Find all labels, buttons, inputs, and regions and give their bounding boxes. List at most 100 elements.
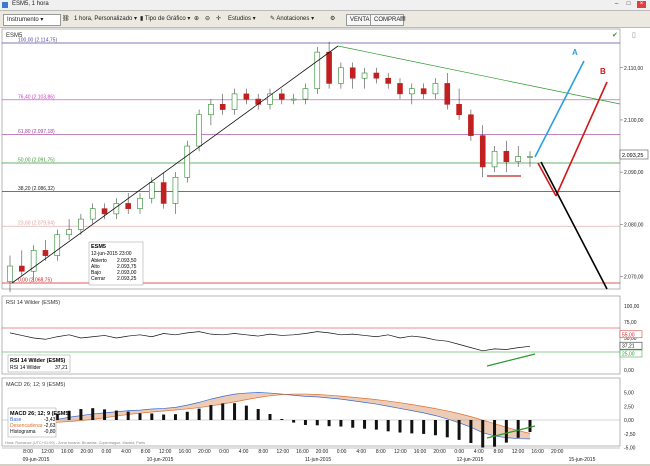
- pencil-icon: ✎: [270, 16, 276, 22]
- rsi-y-tick-label: 50,00: [624, 336, 637, 342]
- macd-histogram-bar: [292, 420, 296, 423]
- rsi-y-tick-label: 75,00: [624, 320, 637, 326]
- x-tick-time: 20:00: [81, 449, 94, 455]
- toolbar-options-icon[interactable]: ▤: [400, 16, 406, 22]
- x-tick-time: 4:00: [121, 449, 131, 455]
- price-tag: [619, 149, 649, 160]
- x-tick-time: 8:00: [141, 449, 151, 455]
- macd-histogram-bar: [351, 420, 355, 428]
- macd-histogram-bar: [233, 403, 237, 420]
- macd-histogram-bar: [469, 420, 473, 443]
- zoom-out-icon[interactable]: ⊖: [205, 16, 211, 22]
- maximize-button[interactable]: □: [626, 1, 631, 7]
- candle-body: [279, 93, 285, 100]
- candle-body: [326, 51, 332, 84]
- macd-histogram-bar: [67, 410, 71, 420]
- scenario-a-line: [534, 60, 585, 158]
- rsi-y-tick-label: 0,00: [624, 368, 634, 374]
- rsi-legend-box: [7, 354, 71, 373]
- crosshair-icon[interactable]: ✛: [216, 16, 222, 22]
- macd-legend-key: Histograma: [10, 429, 36, 435]
- macd-histogram-bar: [150, 413, 154, 420]
- macd-histogram-bar: [162, 414, 166, 420]
- scenario-b-up: [555, 81, 608, 197]
- macd-histogram-bar: [374, 420, 378, 430]
- y-tick-label: 2.100,00: [624, 118, 644, 124]
- instrument-select[interactable]: Instrumento ▾: [3, 14, 61, 26]
- macd-legend-box: [7, 407, 57, 438]
- rsi-panel-frame: [1, 295, 621, 375]
- minimize-button[interactable]: –: [614, 1, 619, 7]
- x-date-label: 10-jun-2015: [147, 457, 174, 463]
- x-tick-time: 4:00: [239, 449, 249, 455]
- macd-histogram-bar: [173, 414, 177, 420]
- zoom-in-icon[interactable]: ⊕: [194, 16, 200, 22]
- main-symbol-label: ESM5: [6, 33, 23, 39]
- macd-histogram-bar: [55, 413, 59, 420]
- info-row-value: 2.093,25: [117, 276, 137, 282]
- chart-type-dropdown[interactable]: ▮ Tipo de Gráfico ▾: [140, 16, 191, 22]
- candle-body: [349, 67, 356, 79]
- macd-histogram-bar: [481, 420, 485, 448]
- candle-body: [54, 234, 61, 256]
- macd-histogram-bar: [457, 420, 461, 440]
- swing-trendline: [11, 45, 339, 284]
- candle-body: [30, 250, 37, 272]
- window-title: ESM5, 1 hora: [12, 1, 49, 7]
- chart-check-icon[interactable]: ✔: [612, 32, 618, 39]
- annotations-dropdown[interactable]: ✎ Anotaciones ▾: [270, 16, 315, 22]
- settings-icon[interactable]: ⚙: [330, 16, 336, 22]
- macd-histogram-bar: [303, 420, 307, 425]
- macd-histogram-bar: [209, 405, 213, 420]
- x-tick-time: 16:00: [61, 449, 74, 455]
- app-icon: [2, 2, 8, 8]
- x-tick-time: 20:00: [551, 449, 564, 455]
- candle-body: [267, 93, 273, 105]
- candle-body: [290, 98, 297, 101]
- chart-area[interactable]: ESM5 100,00 (2.114,75) 76,40 (2.103,86) 61…: [0, 28, 650, 464]
- close-button[interactable]: ×: [637, 1, 646, 8]
- candle-body: [409, 88, 415, 95]
- title-bar: ESM5, 1 hora – □ ×: [0, 0, 650, 11]
- macd-histogram-bar: [504, 420, 508, 443]
- macd-histogram-bar: [244, 405, 248, 420]
- x-date-label: 09-jun-2015: [23, 457, 50, 463]
- chart-bar-icon[interactable]: ▯: [632, 32, 636, 39]
- macd-legend-key: Desencadenar: [10, 423, 43, 429]
- macd-histogram-bar: [138, 413, 142, 420]
- studies-dropdown[interactable]: Estudios ▾: [228, 16, 256, 22]
- candle-body: [78, 218, 84, 230]
- macd-histogram-bar: [315, 420, 319, 426]
- candle-body: [373, 72, 380, 79]
- rsi-tag-text: 25,00: [622, 352, 635, 358]
- toolbar: Instrumento ▾ ⛓ 1 hora, Personalizado ▾ …: [0, 11, 650, 28]
- candle-body: [125, 203, 131, 209]
- timeframe-label: 1 hora, Personalizado: [74, 16, 133, 22]
- buy-button[interactable]: COMPRA: [370, 14, 405, 26]
- candle-body: [432, 83, 439, 95]
- candle-body: [160, 182, 167, 204]
- candle-body: [468, 114, 474, 136]
- fib-level-label: 100,00 (2.114,75): [18, 38, 57, 44]
- link-icon[interactable]: ⛓: [62, 16, 70, 22]
- annotation-b: B: [600, 67, 606, 76]
- info-row-key: Abierto: [91, 258, 107, 264]
- candle-body: [397, 83, 403, 95]
- rsi-tag-text: 55,00: [622, 332, 635, 338]
- annotation-a: A: [572, 48, 578, 57]
- rsi-tag: [619, 341, 643, 350]
- info-row-key: Cerrar: [91, 276, 106, 282]
- chart-type-label: Tipo de Gráfico: [144, 16, 186, 22]
- x-tick-time: 20:00: [198, 449, 211, 455]
- fib-level-label: 61,80 (2.097,18): [18, 129, 55, 135]
- x-tick-time: 4:00: [474, 449, 484, 455]
- candle-body: [101, 208, 108, 215]
- fib-level-label: 23,60 (2.079,64): [18, 221, 55, 227]
- candle-body: [231, 93, 238, 110]
- timeframe-dropdown[interactable]: 1 hora, Personalizado ▾: [74, 16, 138, 22]
- chart-svg[interactable]: ESM5 100,00 (2.114,75) 76,40 (2.103,86) 61…: [0, 28, 650, 464]
- x-tick-time: 20:00: [316, 449, 329, 455]
- macd-histogram-bar: [280, 418, 284, 420]
- rsi-panel-title: RSI 14 Wilder (ESM5): [6, 300, 60, 306]
